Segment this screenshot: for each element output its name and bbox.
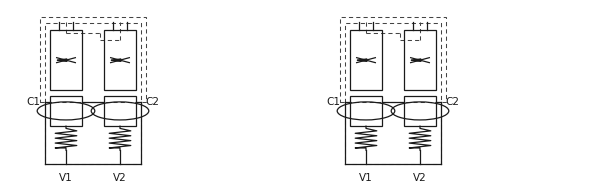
Text: C2: C2 — [446, 96, 460, 107]
Bar — [104, 96, 136, 126]
Bar — [340, 17, 446, 102]
Polygon shape — [57, 59, 67, 61]
Text: C1: C1 — [26, 96, 40, 107]
Bar — [350, 30, 382, 90]
Polygon shape — [411, 59, 421, 61]
Bar — [50, 30, 82, 90]
Text: C2: C2 — [146, 96, 160, 107]
Bar — [104, 30, 136, 90]
Bar — [404, 96, 436, 126]
Bar — [50, 96, 82, 126]
Text: V2: V2 — [113, 173, 127, 183]
Text: V2: V2 — [413, 173, 427, 183]
Polygon shape — [357, 59, 367, 61]
Bar — [40, 17, 146, 102]
Polygon shape — [111, 59, 121, 61]
Bar — [404, 30, 436, 90]
Bar — [45, 23, 141, 164]
Text: C1: C1 — [326, 96, 340, 107]
Bar — [350, 96, 382, 126]
Bar — [345, 23, 441, 164]
Text: V1: V1 — [59, 173, 73, 183]
Text: V1: V1 — [359, 173, 373, 183]
